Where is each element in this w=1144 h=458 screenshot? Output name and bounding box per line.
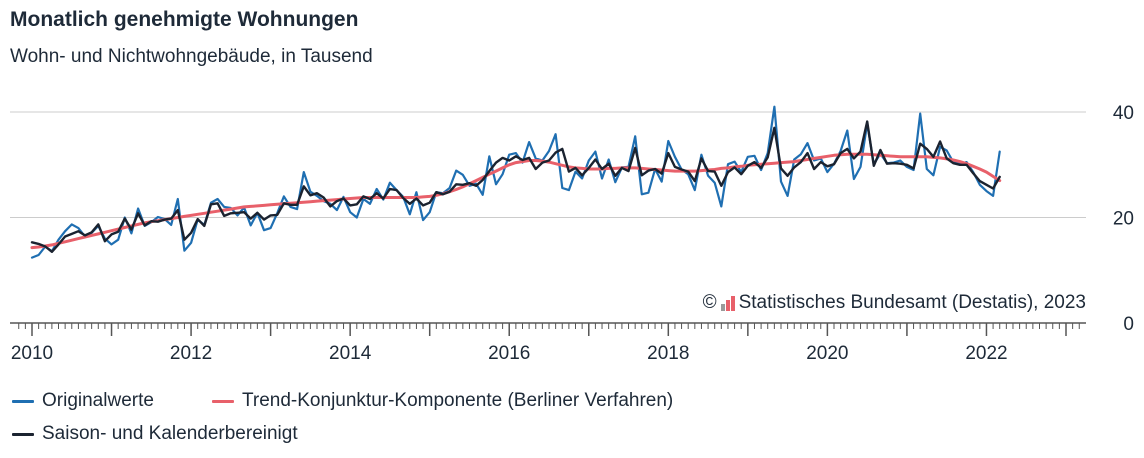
chart-title: Monatlich genehmigte Wohnungen bbox=[10, 8, 359, 31]
legend-swatch-adjusted bbox=[12, 432, 34, 436]
grid-lines bbox=[10, 111, 1086, 218]
copyright-text: Statistisches Bundesamt (Destatis), 2023 bbox=[738, 292, 1086, 313]
x-axis: 2010 2012 2014 2016 2018 2020 2022 bbox=[10, 322, 1086, 364]
x-tick-label-2010: 2010 bbox=[11, 343, 53, 364]
x-tick-label-2016: 2016 bbox=[488, 343, 530, 364]
legend-label-original: Originalwerte bbox=[42, 390, 154, 411]
legend-item-trend: Trend-Konjunktur-Komponente (Berliner Ve… bbox=[212, 390, 673, 412]
destatis-logo-icon bbox=[720, 295, 735, 311]
y-tick-label-20: 20 bbox=[1113, 209, 1134, 230]
legend-item-adjusted: Saison- und Kalenderbereinigt bbox=[12, 423, 298, 445]
x-tick-label-2012: 2012 bbox=[170, 343, 212, 364]
x-tick-label-2022: 2022 bbox=[965, 343, 1007, 364]
y-axis-labels: 0 20 40 bbox=[1113, 103, 1134, 335]
x-tick-label-2020: 2020 bbox=[806, 343, 848, 364]
copyright-symbol: © bbox=[702, 292, 717, 313]
y-tick-label-0: 0 bbox=[1123, 314, 1134, 335]
series-line-adjusted bbox=[30, 120, 1001, 254]
x-tick-label-2018: 2018 bbox=[647, 343, 689, 364]
series-line-original bbox=[30, 105, 1001, 259]
legend-swatch-trend bbox=[212, 399, 234, 403]
copyright-note: © Statistisches Bundesamt (Destatis), 20… bbox=[702, 292, 1086, 314]
legend-label-trend: Trend-Konjunktur-Komponente (Berliner Ve… bbox=[242, 390, 674, 411]
chart-subtitle: Wohn- und Nichtwohngebäude, in Tausend bbox=[10, 46, 373, 67]
legend-label-adjusted: Saison- und Kalenderbereinigt bbox=[42, 423, 298, 444]
x-tick-label-2014: 2014 bbox=[329, 343, 372, 364]
legend-swatch-original bbox=[12, 399, 34, 403]
legend-item-original: Originalwerte bbox=[12, 390, 154, 412]
y-tick-label-40: 40 bbox=[1113, 103, 1134, 124]
series-lines bbox=[30, 105, 1002, 259]
